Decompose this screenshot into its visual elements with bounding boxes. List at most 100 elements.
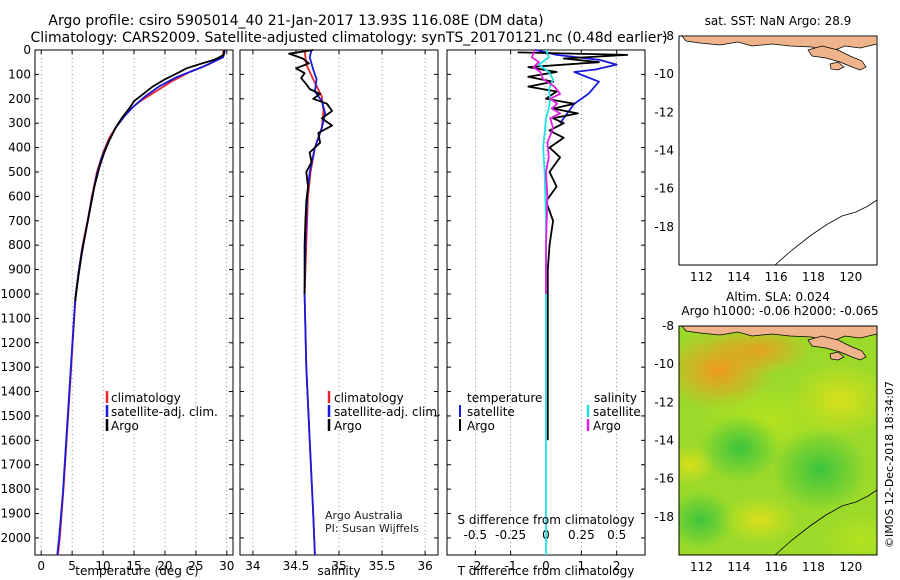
sst-island-east xyxy=(807,45,867,71)
salinity-legend: climatology satellite-adj. clim. Argo Ar… xyxy=(325,391,441,535)
tick-label-y: 100 xyxy=(8,67,31,81)
tick-label-y: 1000 xyxy=(0,287,31,301)
sla-map xyxy=(678,325,878,556)
legend-argo: Argo xyxy=(111,419,139,433)
tick-label-x: -2 xyxy=(469,559,481,573)
legend-climatology: climatology xyxy=(111,391,181,405)
sla-island-small xyxy=(829,351,845,361)
temperature-xlabel: temperature (deg C) xyxy=(75,564,198,578)
tick-label-x: 20 xyxy=(157,559,172,573)
tick-label-y: 500 xyxy=(8,165,31,179)
annotation-argo-australia: Argo Australia xyxy=(325,509,403,522)
salinity-xlabel: salinity xyxy=(317,564,360,578)
map-tick-label-x: 118 xyxy=(802,560,825,574)
tick-label-x: 30 xyxy=(219,559,234,573)
legend-s-argo: Argo xyxy=(593,419,621,433)
tick-label-y: 1300 xyxy=(0,360,31,374)
tick-label-y: 600 xyxy=(8,189,31,203)
tick-label-x: 35 xyxy=(331,559,346,573)
map-tick-label-y: -14 xyxy=(654,144,674,158)
figure-title: Argo profile: csiro 5905014_40 21-Jan-20… xyxy=(48,13,543,29)
map-tick-label-y: -10 xyxy=(654,357,674,371)
sla-island-east xyxy=(807,335,867,361)
map-tick-label-x: 112 xyxy=(690,270,713,284)
tick-label-x: 0 xyxy=(542,559,550,573)
legend-temperature-title: temperature xyxy=(467,391,542,405)
temperature-legend: climatology satellite-adj. clim. Argo xyxy=(105,391,218,433)
map-tick-label-y: -18 xyxy=(654,220,674,234)
legend-satellite-adj: satellite-adj. clim. xyxy=(111,405,218,419)
tick-label-x: 1 xyxy=(578,559,586,573)
tick-label-y: 300 xyxy=(8,116,31,130)
legend-argo: Argo xyxy=(334,419,362,433)
tick-label-y: 1700 xyxy=(0,458,31,472)
tick-label-x: 15 xyxy=(126,559,141,573)
tick-label-y: 1100 xyxy=(0,311,31,325)
map-tick-label-x: 114 xyxy=(727,560,750,574)
legend-t-satellite: satellite xyxy=(467,405,515,419)
series-line-argo xyxy=(288,49,333,294)
tick-label-x: 2 xyxy=(613,559,621,573)
map-tick-label-y: -16 xyxy=(654,182,674,196)
sst-island-small xyxy=(829,61,845,71)
map-tick-label-x: 118 xyxy=(802,270,825,284)
annotation-pi: PI: Susan Wijffels xyxy=(325,522,419,535)
tick-label-y: 1600 xyxy=(0,433,31,447)
map-tick-label-y: -12 xyxy=(654,395,674,409)
sla-map-subtitle: Argo h1000: -0.06 h2000: -0.065 xyxy=(681,304,878,318)
tick-label-y: 1800 xyxy=(0,482,31,496)
sst-map-title: sat. SST: NaN Argo: 28.9 xyxy=(705,14,852,28)
series-line-s-satellite xyxy=(538,49,554,555)
tick-label-x: 34 xyxy=(245,559,260,573)
tick-label-x: 35.5 xyxy=(369,559,396,573)
series-line-t-argo xyxy=(517,51,629,441)
t-difference-xlabel: T difference from climatology xyxy=(457,564,635,578)
tick-label-y: 1900 xyxy=(0,507,31,521)
imos-stamp: ©IMOS 12-Dec-2018 18:34:07 xyxy=(883,381,896,548)
tick-label-x: -1 xyxy=(505,559,517,573)
tick-label-x: 34.5 xyxy=(283,559,310,573)
legend-satellite-adj: satellite-adj. clim. xyxy=(334,405,441,419)
map-tick-label-y: -8 xyxy=(662,29,674,43)
legend-t-argo: Argo xyxy=(467,419,495,433)
series-line-s-argo xyxy=(531,49,561,294)
map-tick-label-x: 116 xyxy=(765,560,788,574)
map-tick-label-y: -8 xyxy=(662,319,674,333)
tick-label-x: 25 xyxy=(188,559,203,573)
legend-s-satellite: satellite xyxy=(593,405,641,419)
legend-salinity-title: salinity xyxy=(594,391,637,405)
difference-legend: temperature salinity satellite Argo sate… xyxy=(459,391,641,433)
sla-coastline-australia xyxy=(774,489,877,555)
tick-label-x: 5 xyxy=(68,559,76,573)
s-tick-label-x: -0.5 xyxy=(464,528,487,542)
tick-label-y: 2000 xyxy=(0,531,31,545)
s-tick-label-x: -0.25 xyxy=(495,528,526,542)
map-tick-label-x: 112 xyxy=(690,560,713,574)
tick-label-x: 36 xyxy=(417,559,432,573)
tick-label-y: 1400 xyxy=(0,385,31,399)
series-line-satellite-adj-clim- xyxy=(303,49,327,556)
tick-label-y: 1500 xyxy=(0,409,31,423)
tick-label-y: 0 xyxy=(23,43,31,57)
series-line-climatology xyxy=(57,49,225,556)
tick-label-y: 1200 xyxy=(0,336,31,350)
tick-label-y: 400 xyxy=(8,141,31,155)
tick-label-x: 0 xyxy=(37,559,45,573)
sst-coastline-australia xyxy=(774,199,877,265)
s-difference-xlabel: S difference from climatology xyxy=(458,513,635,527)
tick-label-y: 200 xyxy=(8,92,31,106)
legend-climatology: climatology xyxy=(334,391,404,405)
series-line-argo xyxy=(74,49,226,302)
sst-map xyxy=(678,35,878,266)
map-tick-label-x: 116 xyxy=(765,270,788,284)
map-tick-label-x: 120 xyxy=(839,560,862,574)
map-tick-label-y: -12 xyxy=(654,105,674,119)
map-tick-label-y: -16 xyxy=(654,472,674,486)
map-tick-label-x: 114 xyxy=(727,270,750,284)
tick-label-x: 10 xyxy=(95,559,110,573)
tick-label-y: 800 xyxy=(8,238,31,252)
map-tick-label-y: -18 xyxy=(654,510,674,524)
s-tick-label-x: 0.25 xyxy=(568,528,595,542)
map-tick-label-y: -10 xyxy=(654,67,674,81)
